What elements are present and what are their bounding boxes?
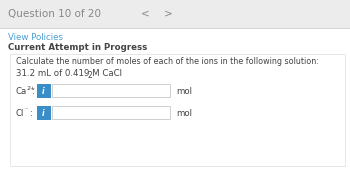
Text: Cl: Cl bbox=[16, 108, 25, 117]
Text: mol: mol bbox=[176, 87, 192, 96]
Text: i: i bbox=[42, 87, 45, 96]
Text: 31.2 mL of 0.419 M CaCl: 31.2 mL of 0.419 M CaCl bbox=[16, 70, 122, 79]
FancyBboxPatch shape bbox=[52, 84, 170, 97]
FancyBboxPatch shape bbox=[52, 106, 170, 119]
Text: :: : bbox=[30, 108, 33, 117]
FancyBboxPatch shape bbox=[36, 83, 50, 98]
Text: ⁻: ⁻ bbox=[25, 108, 28, 113]
Text: :: : bbox=[32, 87, 35, 96]
Text: i: i bbox=[42, 108, 45, 117]
Text: 2: 2 bbox=[87, 71, 92, 80]
Text: 2+: 2+ bbox=[27, 86, 36, 91]
FancyBboxPatch shape bbox=[0, 0, 350, 28]
FancyBboxPatch shape bbox=[36, 106, 50, 120]
FancyBboxPatch shape bbox=[0, 28, 350, 170]
Text: Current Attempt in Progress: Current Attempt in Progress bbox=[8, 44, 147, 53]
Text: Calculate the number of moles of each of the ions in the following solution:: Calculate the number of moles of each of… bbox=[16, 57, 319, 66]
Text: mol: mol bbox=[176, 108, 192, 117]
Text: View Policies: View Policies bbox=[8, 32, 63, 41]
Text: <: < bbox=[141, 9, 149, 19]
Text: Ca: Ca bbox=[16, 87, 27, 96]
Text: >: > bbox=[164, 9, 172, 19]
Text: Question 10 of 20: Question 10 of 20 bbox=[8, 9, 101, 19]
FancyBboxPatch shape bbox=[10, 54, 345, 166]
